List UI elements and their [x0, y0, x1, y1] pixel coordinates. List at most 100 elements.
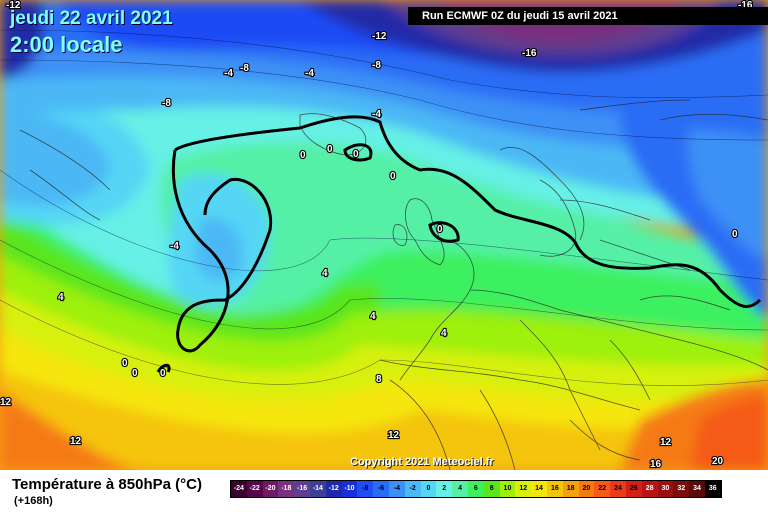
copyright-text: Copyright 2021 Meteociel.fr [350, 456, 494, 468]
legend-swatch: -20 [262, 481, 279, 497]
legend-label: 32 [677, 485, 686, 492]
legend-swatch: -2 [404, 481, 421, 497]
legend-swatch: -10 [341, 481, 358, 497]
legend-swatch: 20 [578, 481, 595, 497]
forecast-date: jeudi 22 avril 2021 [10, 8, 173, 29]
legend-swatch: 14 [531, 481, 547, 497]
legend-swatch: 2 [436, 481, 453, 497]
legend-swatch: -16 [294, 481, 310, 497]
legend-swatch: 16 [546, 481, 563, 497]
legend-swatch: -8 [357, 481, 374, 497]
contour-label: 4 [370, 311, 376, 322]
legend-swatch: 4 [452, 481, 468, 497]
contour-label: 0 [327, 144, 333, 155]
contour-label: 0 [353, 149, 359, 160]
contour-label: 12 [388, 430, 400, 441]
legend-label: -24 [233, 485, 244, 492]
contour-label: 12 [0, 397, 12, 408]
legend-swatch: -12 [325, 481, 342, 497]
lead-time: (+168h) [14, 495, 53, 507]
legend-label: 2 [442, 485, 447, 492]
legend-swatch: 10 [499, 481, 516, 497]
map-footer: Température à 850hPa (°C) (+168h) -24 -22… [0, 470, 768, 512]
legend-swatch: -22 [246, 481, 263, 497]
legend-label: -6 [377, 485, 385, 492]
legend-label: 14 [535, 485, 543, 492]
forecast-local-time: 2:00 locale [10, 32, 123, 57]
legend-swatch: -4 [388, 481, 405, 497]
legend-swatch: -18 [278, 481, 295, 497]
legend-label: 18 [566, 485, 575, 492]
legend-swatch: 32 [673, 481, 690, 497]
contour-label: 0 [390, 171, 396, 182]
contour-label: 0 [122, 358, 128, 369]
legend-label: -10 [344, 485, 355, 492]
contour-label: 16 [650, 459, 662, 470]
legend-swatch: 24 [610, 481, 626, 497]
legend-label: 10 [503, 485, 512, 492]
legend-swatch: 8 [483, 481, 500, 497]
legend-label: 22 [598, 485, 607, 492]
legend-label: 0 [426, 485, 431, 492]
color-scale-legend: -24 -22 -20 -18 -16 -14 -12 -10 -8 -6 -4 -2 0 2 4 6 8 10 1… [230, 480, 722, 498]
contour-label: 20 [712, 456, 724, 467]
contour-label: -12 [6, 0, 21, 11]
legend-swatch: 34 [689, 481, 705, 497]
run-info-text: Run ECMWF 0Z du jeudi 15 avril 2021 [422, 10, 618, 22]
contour-label: -8 [372, 60, 381, 71]
legend-swatch: -14 [309, 481, 326, 497]
legend-swatch: 26 [625, 481, 642, 497]
contour-label: 4 [58, 292, 64, 303]
legend-label: -14 [312, 485, 323, 492]
legend-swatch: 30 [657, 481, 674, 497]
temperature-map: -12 -16 -12 -16 -4 -8 -4 -8 -4 -8 0 0 0 … [0, 0, 768, 470]
legend-label: 8 [489, 485, 494, 492]
legend-label: 20 [582, 485, 591, 492]
legend-label: -2 [409, 485, 416, 492]
legend-label: 30 [661, 485, 670, 492]
contour-label: 0 [300, 150, 306, 161]
legend-swatch: 6 [467, 481, 484, 497]
contour-label: 0 [732, 229, 738, 240]
contour-label: -8 [240, 63, 249, 74]
legend-label: -22 [249, 485, 260, 492]
legend-swatch: -24 [231, 481, 247, 497]
contour-label: -4 [372, 109, 381, 120]
legend-swatch: 12 [515, 481, 532, 497]
contour-label: -16 [522, 48, 537, 59]
contour-label: 0 [437, 224, 443, 235]
legend-label: -16 [297, 485, 308, 492]
legend-label: 12 [519, 485, 528, 492]
contour-label: -4 [224, 68, 233, 79]
legend-label: -12 [328, 485, 339, 492]
legend-label: -8 [362, 485, 369, 492]
legend-label: 28 [645, 485, 654, 492]
legend-label: 6 [473, 485, 478, 492]
contour-label: -12 [372, 31, 387, 42]
legend-swatch: -6 [373, 481, 389, 497]
legend-label: 36 [708, 485, 717, 492]
contour-labels: -12 -16 -12 -16 -4 -8 -4 -8 -4 -8 0 0 0 … [0, 0, 754, 470]
variable-title: Température à 850hPa (°C) [12, 476, 202, 493]
contour-label: -4 [305, 68, 314, 79]
contour-label: 8 [376, 374, 382, 385]
contour-label: -8 [162, 98, 171, 109]
legend-label: -20 [265, 485, 276, 492]
legend-label: 16 [550, 485, 559, 492]
contour-label: 4 [322, 268, 328, 279]
contour-label: 4 [441, 328, 447, 339]
legend-label: 26 [629, 485, 638, 492]
contour-label: 0 [160, 368, 166, 379]
legend-swatch: 18 [562, 481, 579, 497]
legend-label: 24 [614, 485, 622, 492]
legend-swatch: 28 [641, 481, 658, 497]
run-info-banner: Run ECMWF 0Z du jeudi 15 avril 2021 [408, 7, 768, 25]
legend-swatch: 36 [704, 481, 721, 497]
legend-label: 34 [693, 485, 701, 492]
contour-label: 12 [70, 436, 82, 447]
legend-label: -18 [281, 485, 292, 492]
legend-swatch: 22 [594, 481, 611, 497]
contour-label: 0 [132, 368, 138, 379]
contour-label: 12 [660, 437, 672, 448]
contour-label: -4 [170, 241, 179, 252]
